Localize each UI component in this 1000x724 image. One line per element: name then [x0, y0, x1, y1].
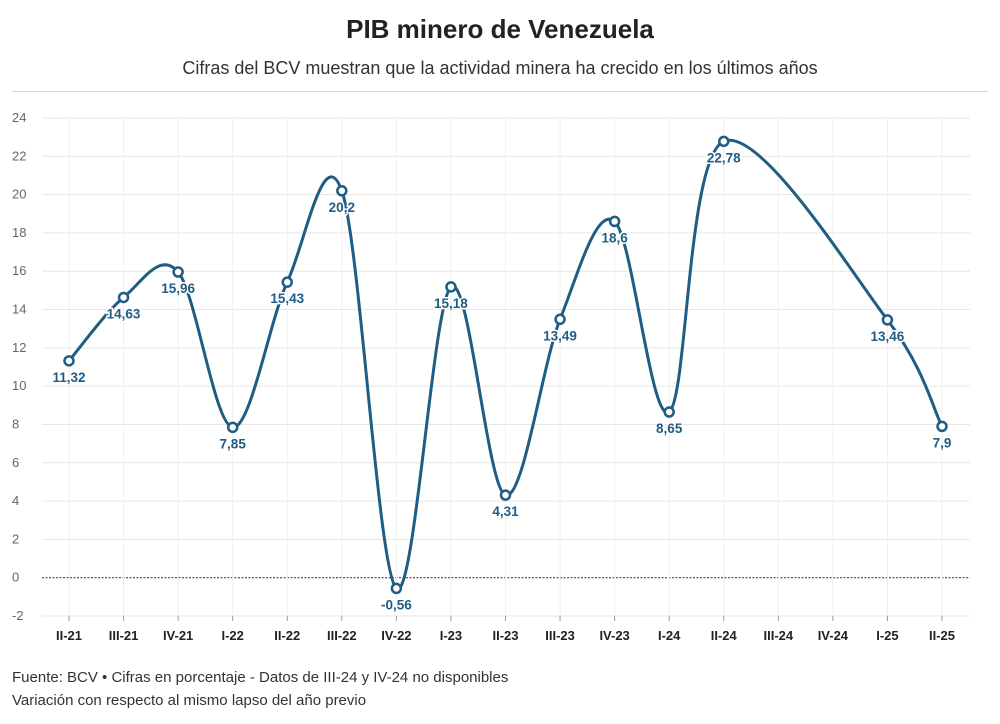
data-point: [881, 314, 894, 326]
x-tick-label: II-21: [56, 628, 82, 643]
x-tick-label: I-24: [658, 628, 681, 643]
x-tick-label: I-25: [876, 628, 898, 643]
chart-title: PIB minero de Venezuela: [346, 14, 654, 44]
data-points: [63, 135, 948, 595]
x-tick-label: I-23: [440, 628, 462, 643]
data-point: [663, 406, 675, 418]
data-point: [936, 420, 948, 433]
data-label: 20,2: [329, 200, 355, 215]
data-labels: 11,32 14,63 15,96 7,85 15,43 20,2 -0,56 15,18 4,…: [51, 149, 953, 614]
header-divider: [12, 91, 988, 92]
data-label: 14,63: [107, 306, 141, 321]
data-label: 4,31: [492, 504, 519, 519]
x-tick-label: II-22: [274, 628, 300, 643]
data-label: 7,85: [220, 436, 247, 451]
data-point: [281, 276, 293, 288]
data-label: 22,78: [707, 150, 741, 165]
y-tick-label: 12: [12, 340, 26, 355]
data-point: [172, 266, 184, 278]
y-tick-label: 8: [12, 416, 19, 431]
y-tick-label: 14: [12, 302, 26, 317]
x-tick-label: I-22: [221, 628, 243, 643]
y-tick-label: 10: [12, 378, 26, 393]
y-tick-label: 20: [12, 187, 26, 202]
y-tick-label: 0: [12, 570, 19, 585]
y-tick-label: 6: [12, 455, 19, 470]
footer-source: Fuente: BCV • Cifras en porcentaje - Dat…: [12, 669, 509, 686]
footer-note: Variación con respecto al mismo lapso de…: [12, 692, 367, 709]
x-tick-label: III-21: [109, 628, 139, 643]
data-point: [499, 489, 512, 501]
data-label: 13,49: [543, 328, 577, 343]
y-tick-label: 4: [12, 493, 19, 508]
data-label: 11,32: [52, 370, 85, 385]
data-label: 15,18: [434, 296, 468, 311]
data-point: [718, 135, 730, 148]
x-tick-label: IV-21: [163, 628, 193, 643]
x-tick-label: II-23: [492, 628, 518, 643]
data-point: [554, 313, 566, 326]
data-label: 15,96: [161, 281, 195, 296]
y-tick-label: 16: [12, 263, 26, 278]
x-tick-label: III-22: [327, 628, 357, 643]
data-point: [336, 185, 348, 197]
chart-subtitle: Cifras del BCV muestran que la actividad…: [182, 58, 818, 78]
y-tick-label: -2: [12, 608, 24, 623]
data-label: 8,65: [656, 421, 683, 436]
data-label: 13,46: [871, 329, 905, 344]
data-point: [226, 421, 239, 434]
data-label: -0,56: [381, 597, 412, 612]
y-tick-label: 2: [12, 531, 19, 546]
y-tick-label: 22: [12, 148, 26, 163]
grid-lines: [42, 117, 970, 621]
x-tick-label: II-24: [711, 628, 738, 643]
data-point: [608, 215, 621, 228]
data-label: 7,9: [933, 435, 952, 450]
data-point: [117, 291, 130, 304]
y-tick-label: 24: [12, 110, 26, 125]
data-point: [390, 582, 403, 595]
x-tick-label: IV-24: [818, 628, 849, 643]
data-label: 18,6: [601, 230, 628, 245]
data-point: [63, 355, 75, 367]
data-point: [445, 281, 457, 293]
x-tick-label: III-24: [764, 628, 794, 643]
x-tick-label: II-25: [929, 628, 955, 643]
x-axis-ticks: II-21 III-21 IV-21 I-22 II-22 III-22 IV-22 I-23…: [56, 628, 955, 643]
x-tick-label: III-23: [545, 628, 575, 643]
x-tick-label: IV-23: [599, 628, 629, 643]
data-label: 15,43: [270, 291, 304, 306]
x-tick-label: IV-22: [381, 628, 411, 643]
y-tick-label: 18: [12, 225, 26, 240]
